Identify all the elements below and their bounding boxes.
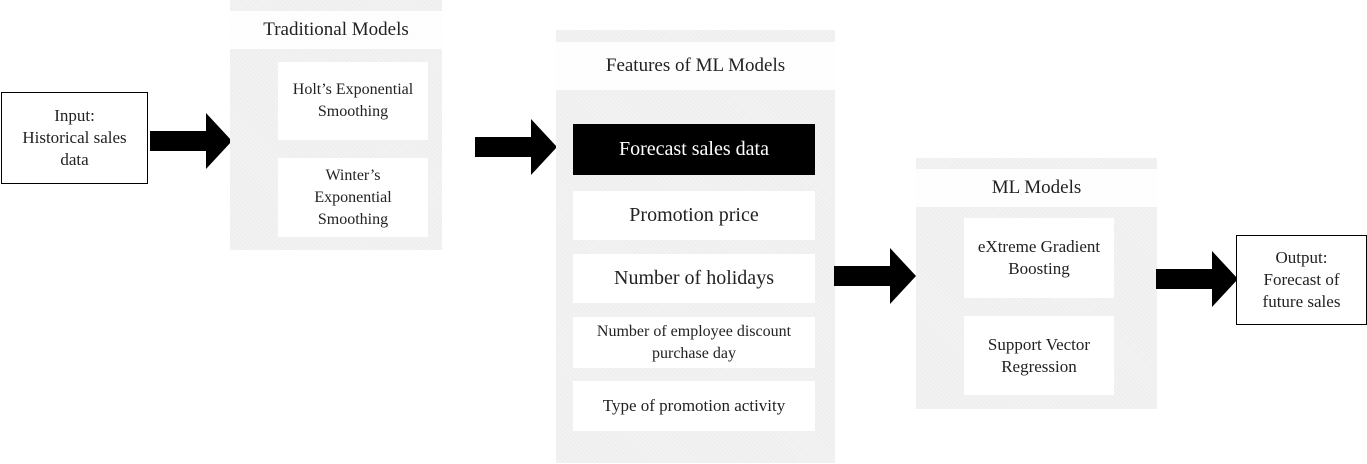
feature-employee-discount: Number of employee discount purchase day: [573, 317, 815, 368]
arrow-right-icon: [150, 113, 232, 169]
holts-smoothing-item: Holt’s Exponential Smoothing: [278, 62, 428, 140]
feature-promotion-type: Type of promotion activity: [573, 381, 815, 431]
feature-forecast-sales: Forecast sales data: [573, 124, 815, 175]
output-box: Output: Forecast of future sales: [1236, 235, 1367, 325]
svr-item: Support Vector Regression: [964, 316, 1114, 395]
ml-models-panel: ML Models eXtreme Gradient Boosting Supp…: [916, 158, 1157, 409]
arrow-right-icon: [834, 248, 916, 304]
xgboost-item: eXtreme Gradient Boosting: [964, 218, 1114, 298]
feature-number-holidays: Number of holidays: [573, 254, 815, 303]
traditional-models-title: Traditional Models: [230, 11, 442, 49]
features-panel: Features of ML Models Forecast sales dat…: [556, 30, 835, 463]
input-box: Input: Historical sales data: [1, 92, 148, 184]
traditional-models-panel: Traditional Models Holt’s Exponential Sm…: [230, 0, 442, 250]
arrow-right-icon: [1156, 251, 1238, 307]
ml-models-title: ML Models: [916, 169, 1157, 207]
winters-smoothing-item: Winter’s Exponential Smoothing: [278, 158, 428, 237]
arrow-right-icon: [475, 119, 557, 175]
feature-promotion-price: Promotion price: [573, 191, 815, 240]
features-title: Features of ML Models: [556, 42, 835, 90]
